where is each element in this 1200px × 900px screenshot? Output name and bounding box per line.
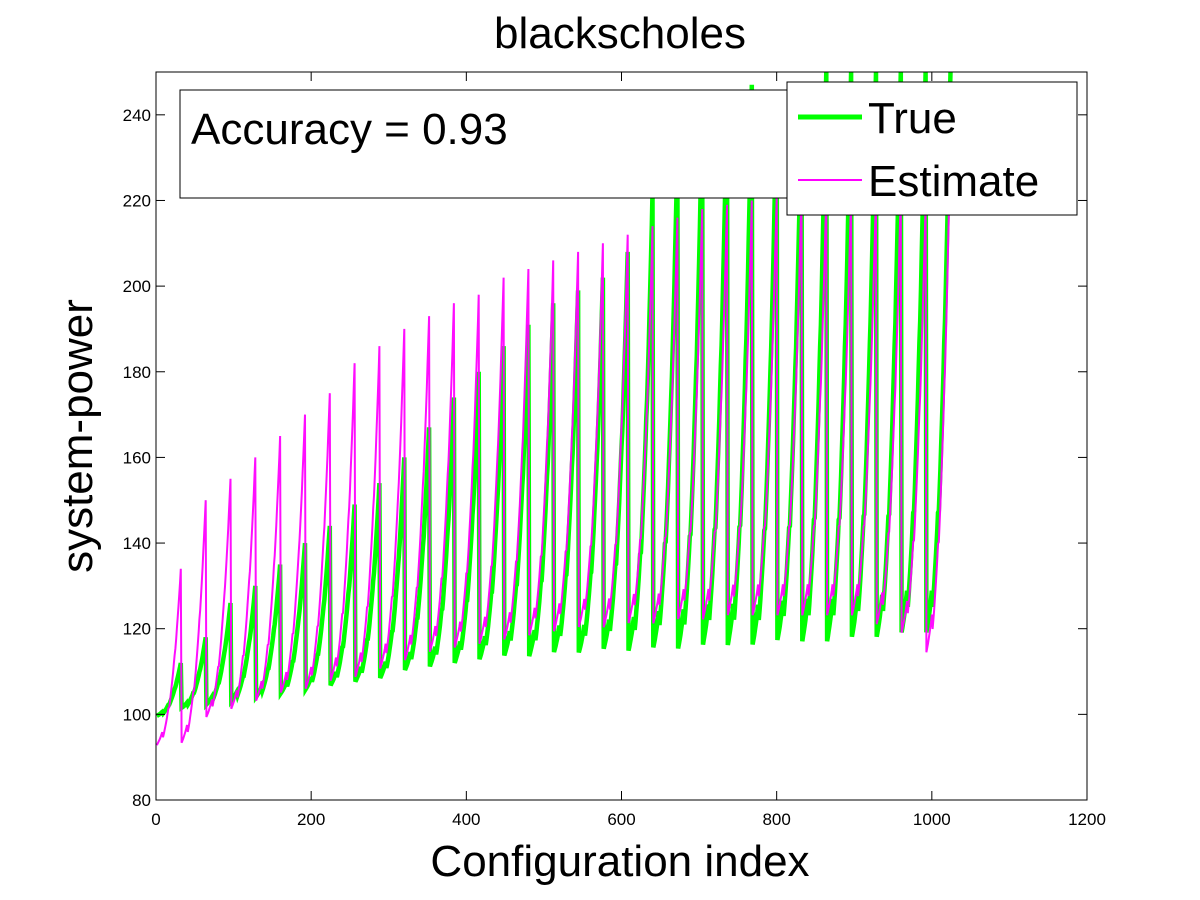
series-line-estimate <box>155 136 952 746</box>
legend: True Estimate <box>786 81 1078 216</box>
legend-box <box>786 81 1078 216</box>
annotation-text: Accuracy = 0.93 <box>191 105 508 154</box>
y-tick-label: 140 <box>123 534 151 553</box>
y-tick-label: 80 <box>132 791 151 810</box>
y-tick-label: 200 <box>123 277 151 296</box>
x-tick-label: 1200 <box>1068 810 1106 829</box>
x-axis: 0 200 400 600 800 1000 1200 <box>151 72 1106 829</box>
y-tick-label: 240 <box>123 106 151 125</box>
x-tick-label: 600 <box>607 810 635 829</box>
chart-title: blackscholes <box>494 9 746 58</box>
y-axis: 80 100 120 140 160 180 200 220 240 <box>123 106 1087 810</box>
y-tick-label: 120 <box>123 620 151 639</box>
annotation-box <box>179 89 796 199</box>
y-tick-label: 160 <box>123 448 151 467</box>
plot-series <box>155 71 953 746</box>
y-axis-label: system-power <box>53 299 102 573</box>
x-axis-label: Configuration index <box>430 837 809 886</box>
x-tick-label: 200 <box>297 810 325 829</box>
accuracy-annotation: Accuracy = 0.93 <box>179 89 796 199</box>
y-tick-label: 220 <box>123 191 151 210</box>
legend-label-true: True <box>868 94 957 143</box>
y-tick-label: 180 <box>123 363 151 382</box>
x-tick-label: 800 <box>762 810 790 829</box>
x-tick-label: 1000 <box>913 810 951 829</box>
x-tick-label: 0 <box>151 810 160 829</box>
legend-label-estimate: Estimate <box>868 157 1039 206</box>
x-tick-label: 400 <box>452 810 480 829</box>
y-tick-label: 100 <box>123 705 151 724</box>
